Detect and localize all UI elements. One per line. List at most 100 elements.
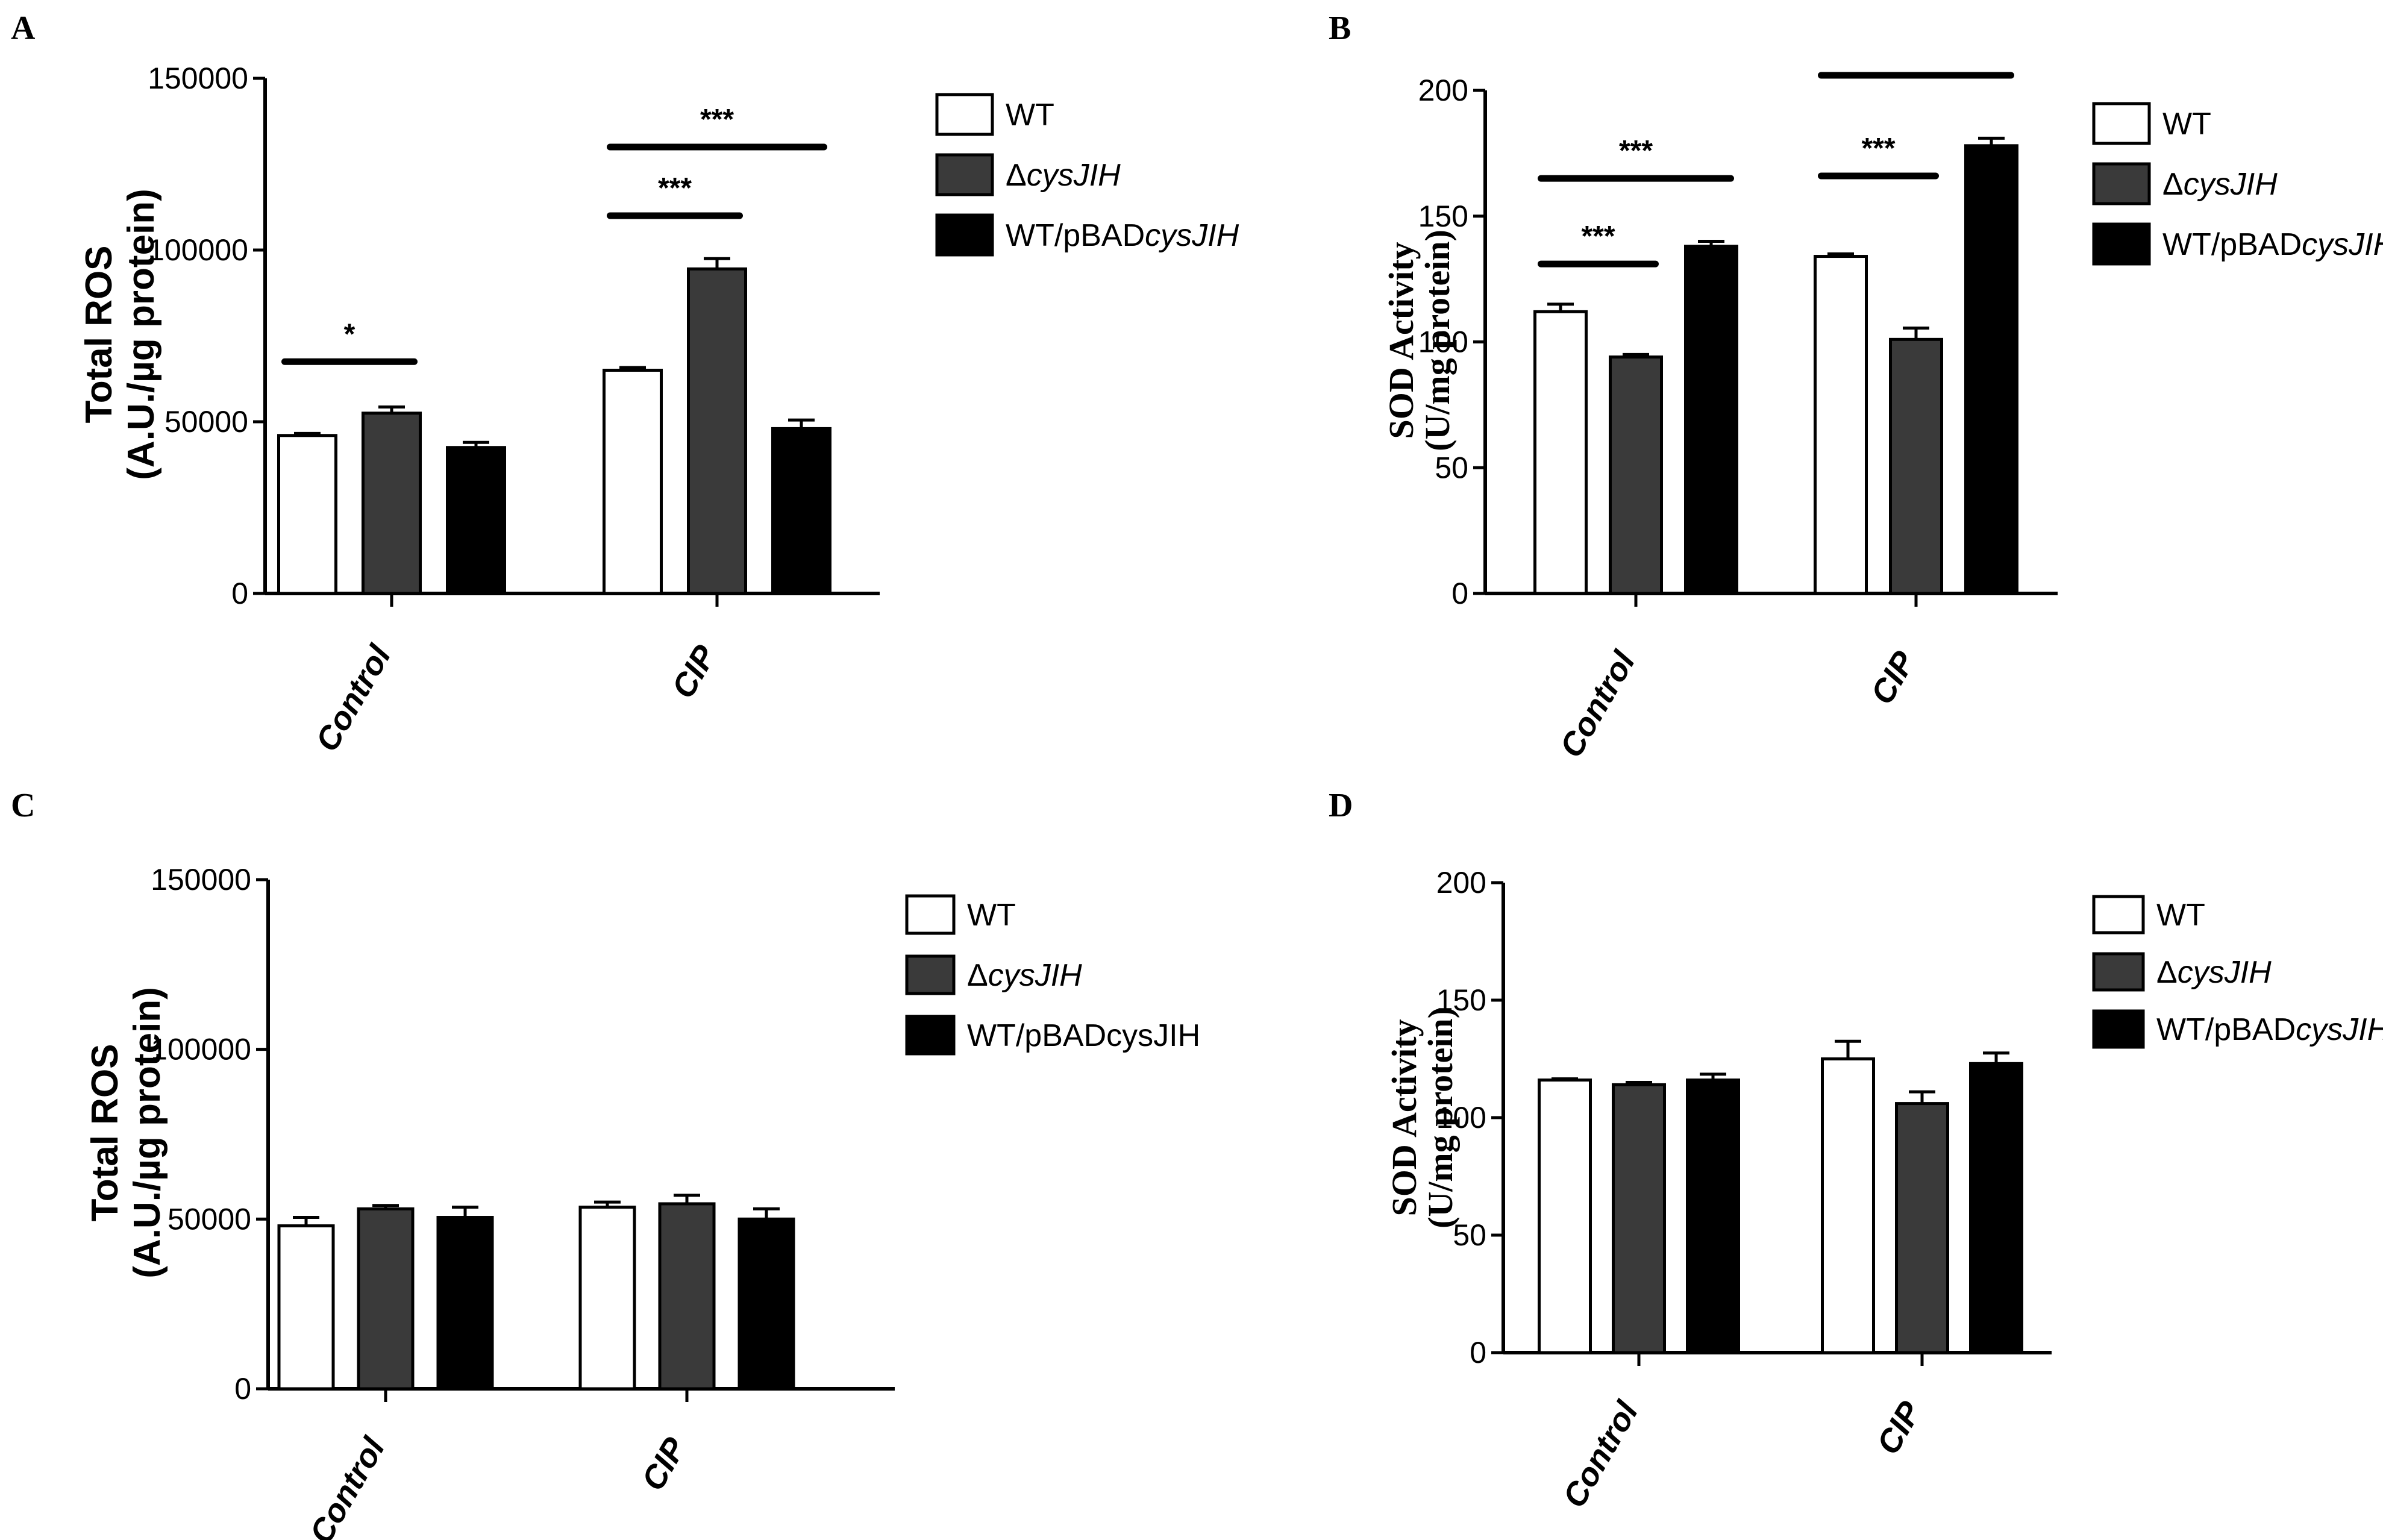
y-tick-label: 150 xyxy=(1436,983,1486,1017)
bar xyxy=(578,1206,636,1391)
panel-label: C xyxy=(11,787,35,824)
legend-text-italic: cysJIH xyxy=(988,958,1082,993)
legend-text-italic: cysJIH xyxy=(2302,227,2383,262)
legend-swatch xyxy=(905,1015,956,1056)
legend-text-italic: cysJIH xyxy=(2184,167,2278,202)
bar xyxy=(1895,1102,1949,1354)
x-category-label: Control xyxy=(308,639,398,757)
y-tick-label: 0 xyxy=(234,1372,251,1406)
legend-swatch xyxy=(2092,162,2151,205)
y-axis-label: (U/mg protein) xyxy=(1418,230,1457,451)
y-tick-label: 50000 xyxy=(168,1202,251,1236)
y-tick-label: 150000 xyxy=(148,61,248,95)
panel-a: A 0 50000 100000 150000 Total ROS (A.U./µg pro… xyxy=(11,10,1239,757)
legend-swatch xyxy=(905,894,956,935)
legend-text-italic: cysJIH xyxy=(2178,955,2272,990)
legend-text: Δ xyxy=(2162,167,2184,202)
legend-text-italic: cysJIH xyxy=(1145,218,1239,253)
y-tick-label: 150 xyxy=(1418,199,1468,233)
y-tick-label: 100000 xyxy=(151,1033,251,1066)
legend-entry: WT/pBADcysJIH xyxy=(967,1018,1200,1053)
panel-label: B xyxy=(1329,10,1351,47)
y-tick-label: 50000 xyxy=(164,405,248,439)
bar xyxy=(357,1207,415,1391)
x-category-label: CIP xyxy=(665,639,723,704)
bar xyxy=(277,1224,335,1391)
legend-entry: WT xyxy=(2162,107,2211,142)
significance-label: *** xyxy=(1619,135,1653,167)
legend-entry: WT xyxy=(2156,898,2205,933)
bar xyxy=(1814,255,1868,595)
legend-swatch xyxy=(2092,102,2151,145)
bar xyxy=(1609,355,1663,595)
bar xyxy=(277,434,337,595)
legend-text: WT/pBAD xyxy=(1006,218,1145,253)
legend-swatch xyxy=(935,213,994,257)
bar xyxy=(1889,337,1943,595)
y-tick-label: 50 xyxy=(1435,451,1468,484)
legend-text-italic: cysJIH xyxy=(1027,158,1121,193)
legend-text: WT xyxy=(967,898,1016,933)
x-category-label: CIP xyxy=(1870,1395,1928,1460)
bar xyxy=(1538,1078,1592,1354)
significance-label: *** xyxy=(658,172,692,204)
y-tick-label: 100000 xyxy=(148,233,248,267)
y-tick-label: 0 xyxy=(231,577,248,610)
legend-entry: WT/pBADcysJIH xyxy=(2162,227,2383,262)
bar xyxy=(446,446,506,595)
y-axis-label: Total ROS xyxy=(84,1044,126,1221)
legend-text: WT/pBAD xyxy=(2162,227,2302,262)
y-tick-label: 100 xyxy=(1436,1101,1486,1135)
y-tick-label: 200 xyxy=(1418,74,1468,107)
y-tick-label: 150000 xyxy=(151,863,251,897)
bar xyxy=(1969,1062,2023,1354)
panel-c: C 0 50000 100000 150000 Total ROS (A.U./µg pro… xyxy=(11,787,1200,1540)
legend-entry: ΔcysJIH xyxy=(2162,167,2278,202)
panel-label: A xyxy=(11,10,36,47)
x-category-label: CIP xyxy=(634,1431,693,1497)
bar xyxy=(362,412,422,595)
legend-swatch xyxy=(2092,895,2145,934)
legend-text: WT xyxy=(2156,898,2205,933)
legend-text: WT/pBADcysJIH xyxy=(967,1018,1200,1053)
y-tick-label: 50 xyxy=(1453,1218,1486,1252)
bar xyxy=(771,427,831,595)
y-axis-label: SOD Activity xyxy=(1385,1019,1424,1216)
y-axis-label: (A.U./µg protein) xyxy=(121,189,162,480)
panel-label: D xyxy=(1329,787,1353,824)
panel-b: B 0 50 100 150 200 SOD Activity(U/mg protein) C… xyxy=(1329,10,2383,763)
legend-swatch xyxy=(935,93,994,136)
bar xyxy=(1684,245,1738,595)
y-axis-label: (U/mg protein) xyxy=(1421,1007,1460,1229)
legend-text: Δ xyxy=(2156,955,2178,990)
y-axis-label: (A.U./µg protein) xyxy=(127,987,168,1278)
y-tick-label: 200 xyxy=(1436,866,1486,900)
bar xyxy=(1533,310,1588,595)
legend-swatch xyxy=(2092,952,2145,992)
legend-text: WT xyxy=(1006,98,1054,133)
legend-swatch xyxy=(2092,1009,2145,1049)
x-category-label: Control xyxy=(302,1431,392,1540)
bar xyxy=(687,267,747,595)
legend-entry: WT xyxy=(967,898,1016,933)
y-tick-label: 100 xyxy=(1418,325,1468,359)
legend-text-italic: cysJIH xyxy=(2296,1012,2383,1047)
bar xyxy=(1964,144,2018,595)
panel-d: D 0 50 100 150 200 SOD Activity(U/mg protein) C… xyxy=(1329,787,2383,1513)
bar xyxy=(737,1217,795,1391)
legend-entry: WT/pBADcysJIH xyxy=(1006,218,1239,253)
legend-text: WT/pBAD xyxy=(2156,1012,2296,1047)
x-category-label: Control xyxy=(1556,1395,1645,1513)
significance-label: *** xyxy=(1861,133,1895,164)
x-category-label: CIP xyxy=(1864,645,1922,710)
legend-entry: WT/pBADcysJIH xyxy=(2156,1012,2383,1047)
legend-text: Δ xyxy=(967,958,988,993)
significance-label: *** xyxy=(1581,221,1615,252)
legend-entry: ΔcysJIH xyxy=(2156,955,2272,990)
legend: WT ΔcysJIH WT/pBADcysJIH xyxy=(905,894,1200,1056)
bar xyxy=(436,1216,494,1391)
